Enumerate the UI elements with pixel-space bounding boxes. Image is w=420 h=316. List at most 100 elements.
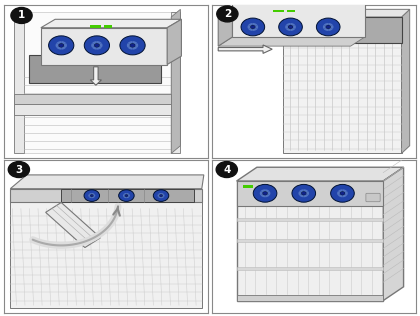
Text: 1: 1 — [18, 10, 25, 21]
Polygon shape — [46, 203, 100, 247]
Polygon shape — [304, 194, 308, 197]
Polygon shape — [161, 193, 164, 195]
FancyArrow shape — [90, 67, 102, 85]
Polygon shape — [293, 25, 296, 29]
Polygon shape — [268, 191, 270, 195]
Polygon shape — [126, 196, 129, 198]
Polygon shape — [236, 167, 404, 181]
Polygon shape — [93, 194, 95, 197]
Polygon shape — [253, 23, 257, 26]
Circle shape — [8, 161, 29, 178]
Bar — [233, 3, 365, 37]
Polygon shape — [97, 41, 102, 44]
Polygon shape — [338, 194, 342, 197]
Bar — [284, 12, 402, 153]
Circle shape — [250, 25, 255, 29]
Circle shape — [288, 25, 293, 29]
Polygon shape — [41, 19, 181, 28]
Polygon shape — [92, 196, 95, 198]
Circle shape — [84, 36, 110, 55]
Polygon shape — [343, 189, 347, 192]
Polygon shape — [97, 46, 102, 50]
Bar — [236, 181, 383, 205]
Polygon shape — [127, 43, 130, 47]
Circle shape — [331, 185, 354, 202]
Polygon shape — [167, 19, 181, 64]
Polygon shape — [91, 43, 94, 47]
Polygon shape — [291, 23, 295, 26]
Polygon shape — [158, 196, 161, 198]
FancyBboxPatch shape — [366, 193, 380, 202]
Polygon shape — [88, 194, 90, 197]
Polygon shape — [299, 191, 302, 195]
Polygon shape — [248, 23, 253, 26]
Bar — [236, 295, 383, 301]
Text: 2: 2 — [224, 9, 231, 19]
Bar — [14, 104, 171, 115]
Polygon shape — [331, 25, 333, 29]
Circle shape — [11, 8, 32, 23]
Polygon shape — [265, 189, 270, 192]
Circle shape — [253, 185, 277, 202]
Polygon shape — [328, 28, 333, 31]
Circle shape — [262, 191, 268, 195]
Bar — [236, 239, 383, 242]
Bar — [14, 12, 24, 153]
Polygon shape — [61, 41, 66, 44]
Bar — [284, 17, 402, 43]
Bar — [104, 25, 112, 28]
Polygon shape — [253, 28, 257, 31]
Polygon shape — [260, 189, 265, 192]
Circle shape — [84, 190, 100, 201]
Polygon shape — [218, 37, 365, 46]
Polygon shape — [286, 23, 291, 26]
Bar — [236, 217, 383, 221]
Bar — [10, 189, 202, 203]
Circle shape — [340, 191, 345, 195]
Polygon shape — [128, 41, 132, 44]
Polygon shape — [323, 25, 326, 29]
Polygon shape — [123, 194, 125, 197]
Polygon shape — [133, 46, 137, 50]
Polygon shape — [328, 23, 333, 26]
Polygon shape — [324, 28, 328, 31]
Polygon shape — [135, 43, 138, 47]
Polygon shape — [345, 191, 348, 195]
Polygon shape — [14, 94, 171, 104]
Polygon shape — [158, 193, 161, 195]
Circle shape — [279, 18, 302, 36]
Polygon shape — [265, 194, 270, 197]
Circle shape — [90, 194, 94, 197]
Polygon shape — [299, 194, 304, 197]
Polygon shape — [55, 43, 59, 47]
Bar — [171, 12, 181, 153]
Polygon shape — [260, 194, 265, 197]
Circle shape — [301, 191, 306, 195]
Text: 4: 4 — [223, 165, 231, 174]
Polygon shape — [260, 191, 263, 195]
Text: 3: 3 — [15, 165, 23, 174]
Polygon shape — [338, 189, 342, 192]
Polygon shape — [89, 196, 92, 198]
Polygon shape — [248, 28, 253, 31]
Polygon shape — [92, 46, 97, 50]
Circle shape — [94, 43, 100, 47]
Circle shape — [241, 18, 265, 36]
Bar — [24, 12, 171, 153]
Circle shape — [316, 18, 340, 36]
Bar — [90, 25, 101, 28]
Polygon shape — [163, 194, 165, 197]
Polygon shape — [306, 191, 309, 195]
Polygon shape — [171, 9, 181, 153]
Polygon shape — [218, 3, 233, 46]
Polygon shape — [402, 9, 410, 153]
Polygon shape — [299, 189, 304, 192]
Polygon shape — [89, 193, 92, 195]
Polygon shape — [128, 194, 130, 197]
Circle shape — [130, 43, 135, 47]
Polygon shape — [61, 46, 66, 50]
Polygon shape — [123, 196, 126, 198]
Bar — [29, 55, 161, 83]
Polygon shape — [123, 193, 126, 195]
Polygon shape — [158, 194, 160, 197]
